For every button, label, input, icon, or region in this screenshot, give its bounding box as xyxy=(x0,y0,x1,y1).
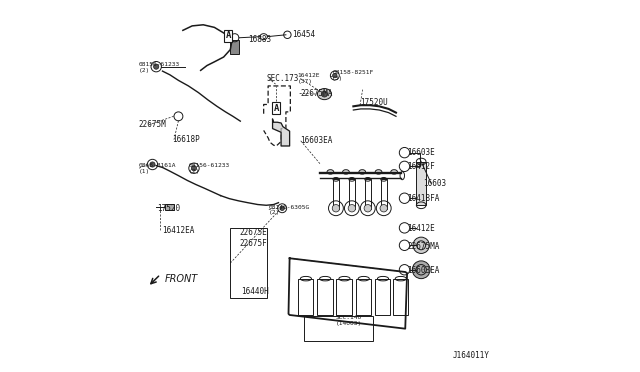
Polygon shape xyxy=(273,119,290,146)
Circle shape xyxy=(150,162,155,167)
Circle shape xyxy=(333,73,337,78)
Text: A: A xyxy=(273,104,279,113)
Text: 16603EA: 16603EA xyxy=(407,266,440,275)
Text: 22675MA: 22675MA xyxy=(407,241,440,250)
Bar xyxy=(298,279,314,315)
Bar xyxy=(333,179,339,209)
Ellipse shape xyxy=(375,170,382,174)
Bar xyxy=(230,40,239,54)
Text: FRONT: FRONT xyxy=(165,275,198,284)
Bar xyxy=(392,279,408,315)
Ellipse shape xyxy=(391,170,397,174)
Circle shape xyxy=(321,91,328,97)
Text: A: A xyxy=(225,31,231,41)
Text: 16412E
(37): 16412E (37) xyxy=(298,73,320,84)
Circle shape xyxy=(191,166,196,171)
Text: 16412F: 16412F xyxy=(407,162,435,171)
Ellipse shape xyxy=(342,170,349,174)
Text: 16603E: 16603E xyxy=(407,148,435,157)
Ellipse shape xyxy=(317,89,332,100)
Text: 16454: 16454 xyxy=(292,30,316,39)
Text: SEC.140
(14003): SEC.140 (14003) xyxy=(335,315,362,326)
Text: 16603: 16603 xyxy=(423,179,446,188)
Circle shape xyxy=(280,206,284,211)
Text: 08156-61233
(2): 08156-61233 (2) xyxy=(138,62,180,73)
Text: SEC.173: SEC.173 xyxy=(266,74,299,83)
Bar xyxy=(165,204,174,211)
Text: 16412E: 16412E xyxy=(407,224,435,233)
Text: 22675M: 22675M xyxy=(138,121,166,129)
Text: 08158-8251F
(3): 08158-8251F (3) xyxy=(332,70,374,81)
Text: J164011Y: J164011Y xyxy=(452,351,490,360)
Text: 22675F: 22675F xyxy=(239,239,267,248)
Bar xyxy=(417,161,426,205)
Bar xyxy=(381,179,387,209)
Text: 22675MA: 22675MA xyxy=(300,89,333,98)
Bar xyxy=(375,279,390,315)
Text: 16440H: 16440H xyxy=(241,287,268,296)
Ellipse shape xyxy=(359,170,365,174)
Circle shape xyxy=(364,205,371,212)
Text: 17520U: 17520U xyxy=(360,98,388,107)
Text: 16883: 16883 xyxy=(248,35,271,44)
Text: 17520: 17520 xyxy=(157,204,180,213)
Text: 08A8-B161A
(1): 08A8-B161A (1) xyxy=(138,163,176,174)
Bar xyxy=(317,279,333,315)
Text: 16418FA: 16418FA xyxy=(407,194,440,203)
Bar xyxy=(365,179,371,209)
Text: 16618P: 16618P xyxy=(172,135,200,144)
Text: 08146-6305G
(2): 08146-6305G (2) xyxy=(269,205,310,215)
Circle shape xyxy=(332,205,340,212)
Bar xyxy=(230,228,268,298)
Text: 22675E: 22675E xyxy=(239,228,267,237)
Bar xyxy=(336,279,352,315)
Bar xyxy=(305,316,373,341)
Text: 16412EA: 16412EA xyxy=(163,226,195,235)
Ellipse shape xyxy=(327,170,333,174)
Text: 16603EA: 16603EA xyxy=(300,136,333,145)
Bar xyxy=(356,279,371,315)
Circle shape xyxy=(380,205,387,212)
Circle shape xyxy=(412,261,430,279)
Circle shape xyxy=(413,237,429,253)
Bar xyxy=(349,179,355,209)
Text: 08156-61233
(2): 08156-61233 (2) xyxy=(188,163,230,174)
Circle shape xyxy=(348,205,356,212)
Circle shape xyxy=(154,64,159,69)
